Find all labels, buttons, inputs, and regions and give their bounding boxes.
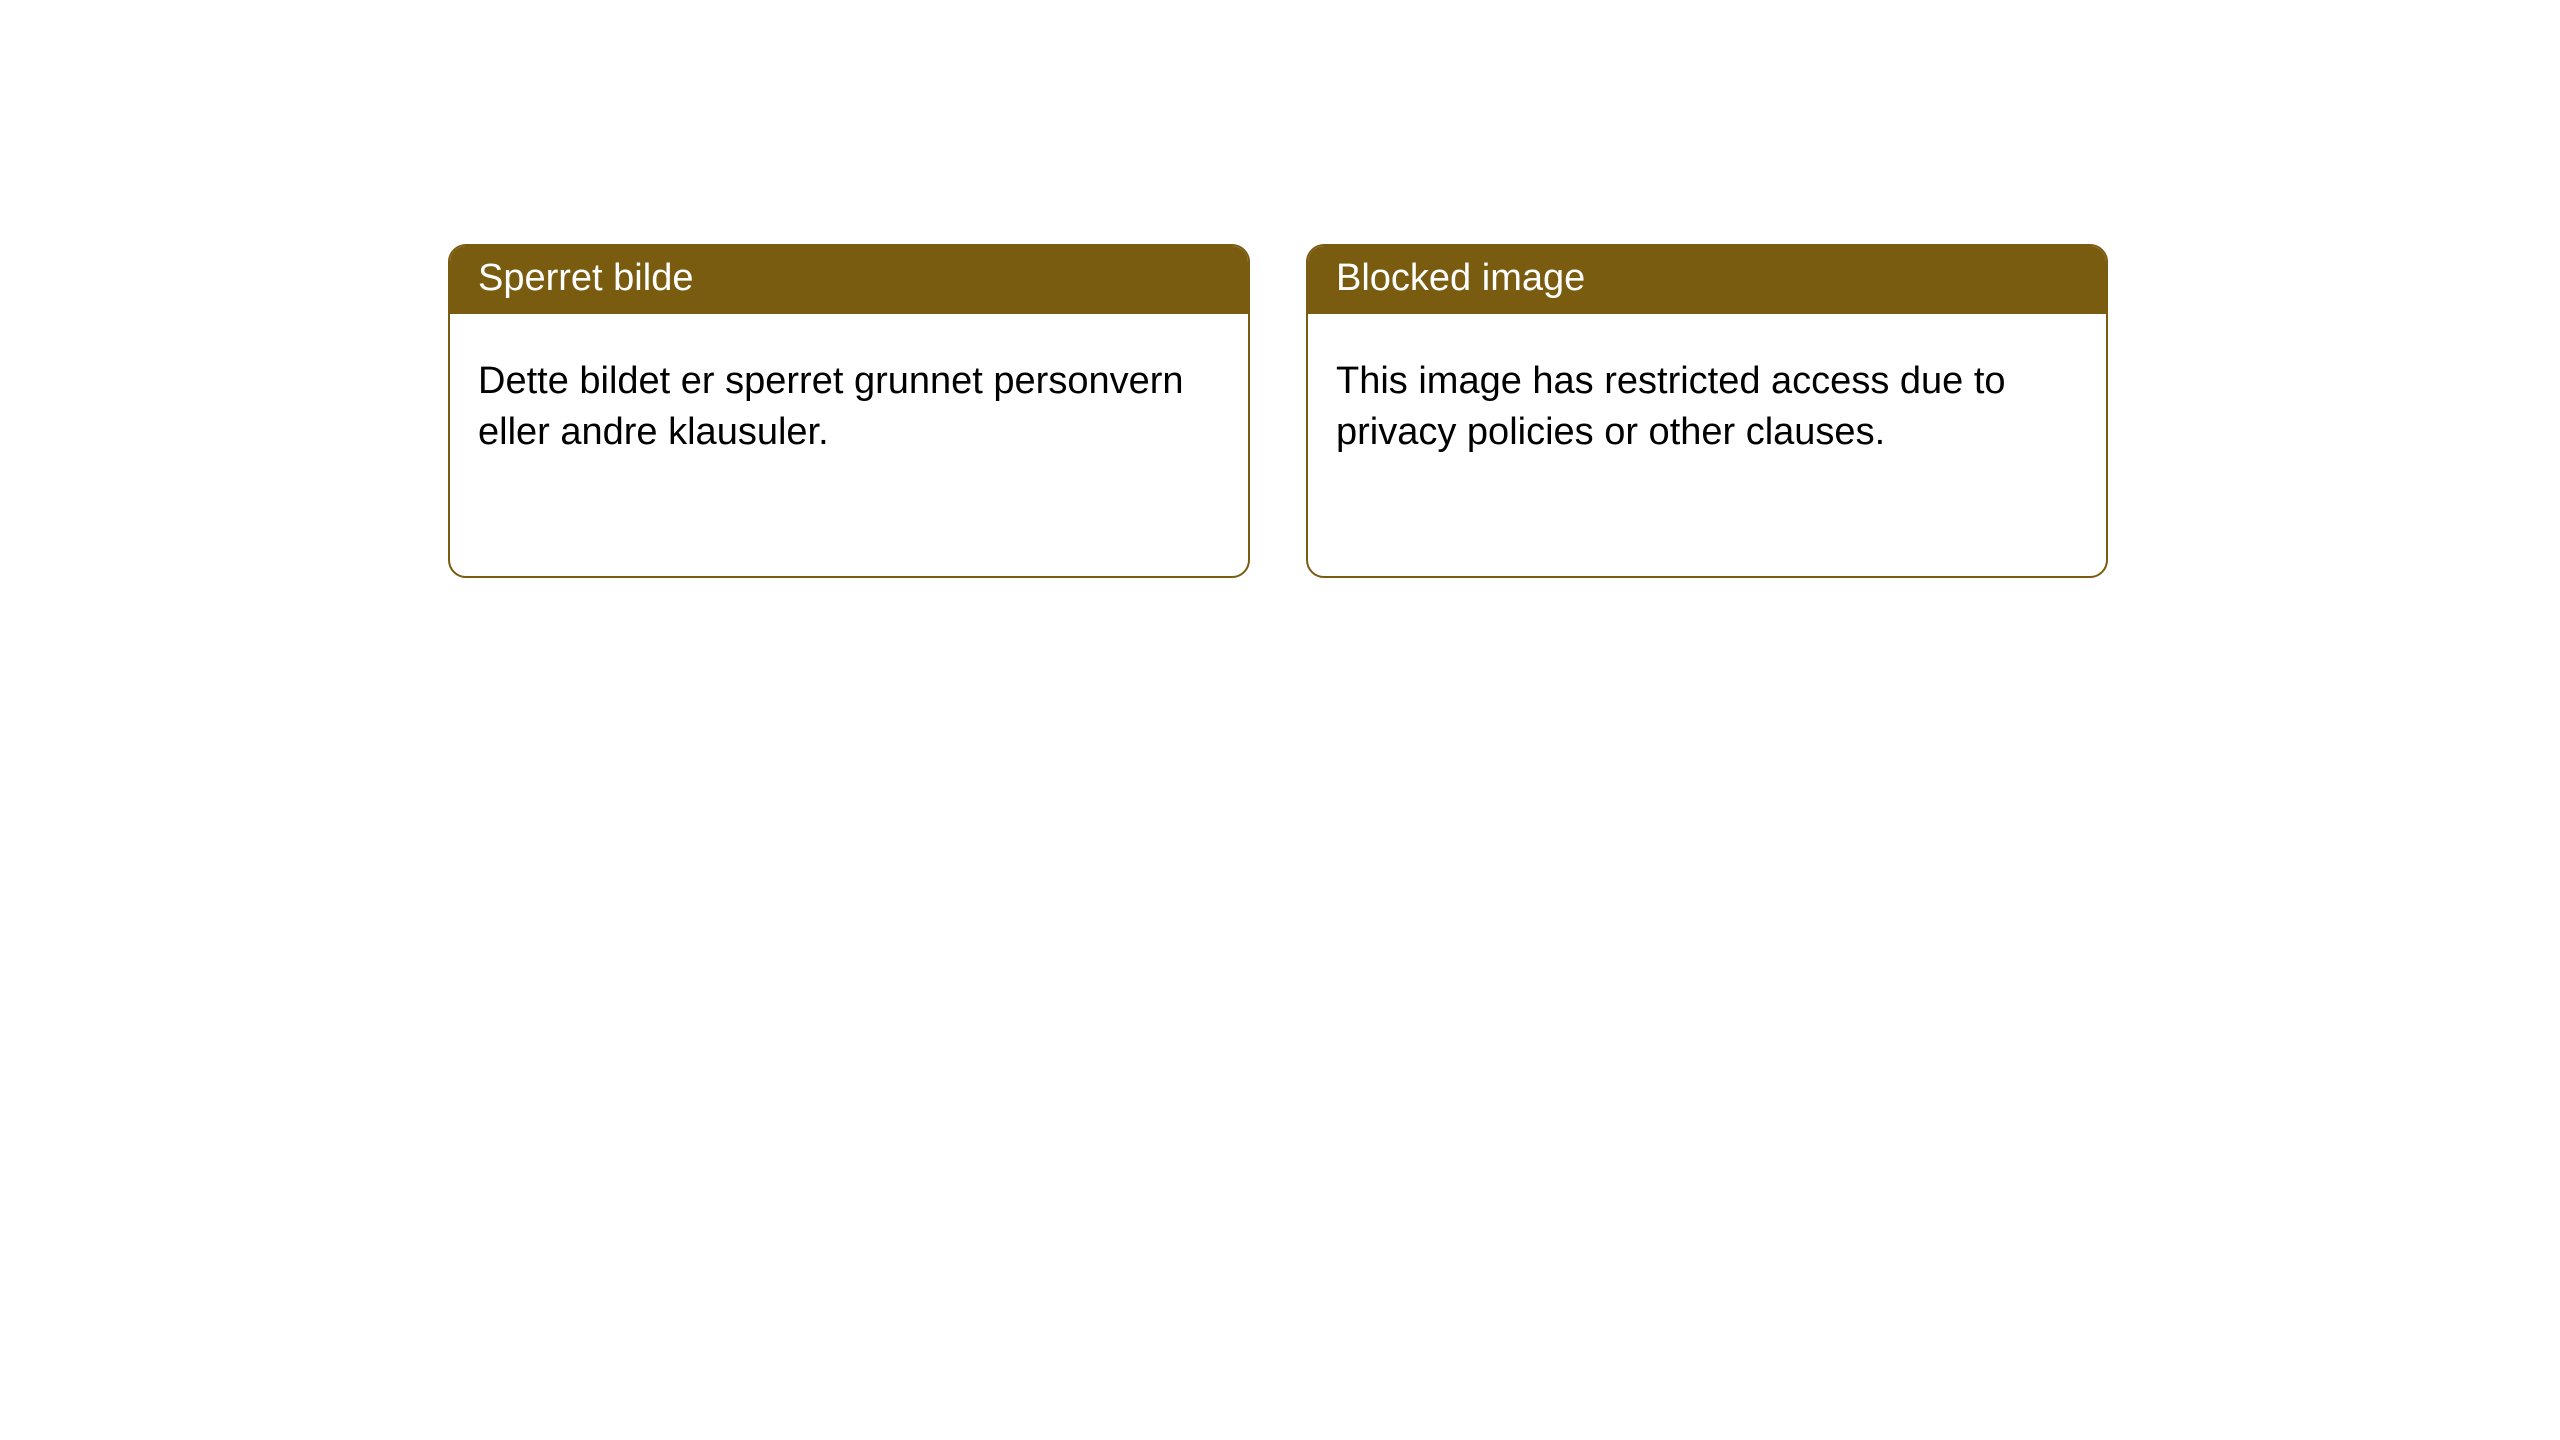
notice-box-en: Blocked image This image has restricted … (1306, 244, 2108, 578)
notice-box-no: Sperret bilde Dette bildet er sperret gr… (448, 244, 1250, 578)
notice-container: Sperret bilde Dette bildet er sperret gr… (0, 0, 2560, 578)
notice-body-no: Dette bildet er sperret grunnet personve… (450, 314, 1248, 501)
notice-title-en: Blocked image (1308, 246, 2106, 314)
notice-body-en: This image has restricted access due to … (1308, 314, 2106, 501)
notice-title-no: Sperret bilde (450, 246, 1248, 314)
